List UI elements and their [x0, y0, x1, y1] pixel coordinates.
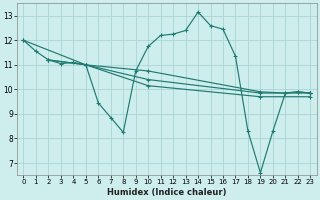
X-axis label: Humidex (Indice chaleur): Humidex (Indice chaleur)	[107, 188, 227, 197]
